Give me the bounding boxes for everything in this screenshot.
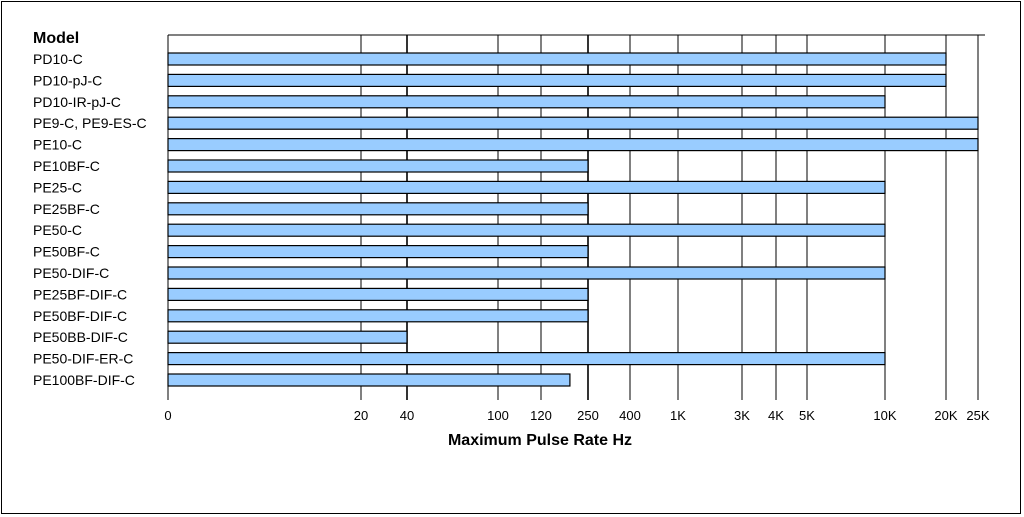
category-label: PD10-C: [33, 51, 83, 67]
bar: [167, 95, 886, 109]
bar: [167, 202, 589, 216]
bar: [167, 116, 979, 130]
category-label: PE10-C: [33, 137, 82, 153]
tick-label: 3K: [734, 408, 750, 423]
bar: [167, 266, 886, 280]
category-label: PE50BB-DIF-C: [33, 329, 128, 345]
tick-label: 120: [530, 408, 552, 423]
category-labels: PD10-C PD10-pJ-C PD10-IR-pJ-C PE9-C, PE9-ES…: [33, 51, 147, 388]
category-label: PE50BF-DIF-C: [33, 308, 127, 324]
bar: [167, 330, 408, 344]
tick-label: 40: [400, 408, 414, 423]
tick-label: 5K: [799, 408, 815, 423]
category-label: PE50BF-C: [33, 244, 100, 260]
bar: [167, 373, 571, 387]
tick-label: 4K: [768, 408, 784, 423]
bar: [167, 73, 947, 88]
tick-label: 25K: [966, 408, 989, 423]
category-label: PE25-C: [33, 179, 82, 195]
grid-lines: [167, 34, 985, 400]
category-label: PE50-DIF-C: [33, 265, 109, 281]
bar: [167, 352, 886, 366]
category-label: PE50-C: [33, 222, 82, 238]
tick-label: 250: [577, 408, 599, 423]
bar: [167, 52, 947, 66]
bar: [167, 309, 589, 323]
x-axis-title: Maximum Pulse Rate Hz: [448, 432, 632, 449]
tick-label: 400: [619, 408, 641, 423]
tick-label: 20: [354, 408, 368, 423]
category-label: PE9-C, PE9-ES-C: [33, 115, 147, 131]
tick-label: 20K: [934, 408, 957, 423]
category-label: PE10BF-C: [33, 158, 100, 174]
bar: [167, 245, 589, 259]
bar: [167, 287, 589, 301]
bars: [167, 52, 979, 387]
tick-label: 100: [487, 408, 509, 423]
bar: [167, 159, 589, 173]
category-header: Model: [33, 30, 79, 47]
category-label: PE25BF-DIF-C: [33, 286, 127, 302]
bar: [167, 138, 979, 152]
tick-labels: 0 20 40 100 120 250 400 1K 3K 4K 5K 10K 20K 25K: [164, 408, 990, 423]
bar: [167, 223, 886, 237]
category-label: PE50-DIF-ER-C: [33, 351, 133, 367]
category-label: PE25BF-C: [33, 201, 100, 217]
category-label: PD10-pJ-C: [33, 72, 102, 88]
tick-label: 1K: [670, 408, 686, 423]
tick-label: 0: [164, 408, 171, 423]
category-label: PD10-IR-pJ-C: [33, 94, 121, 110]
bar: [167, 180, 886, 194]
tick-label: 10K: [873, 408, 896, 423]
category-label: PE100BF-DIF-C: [33, 372, 135, 388]
